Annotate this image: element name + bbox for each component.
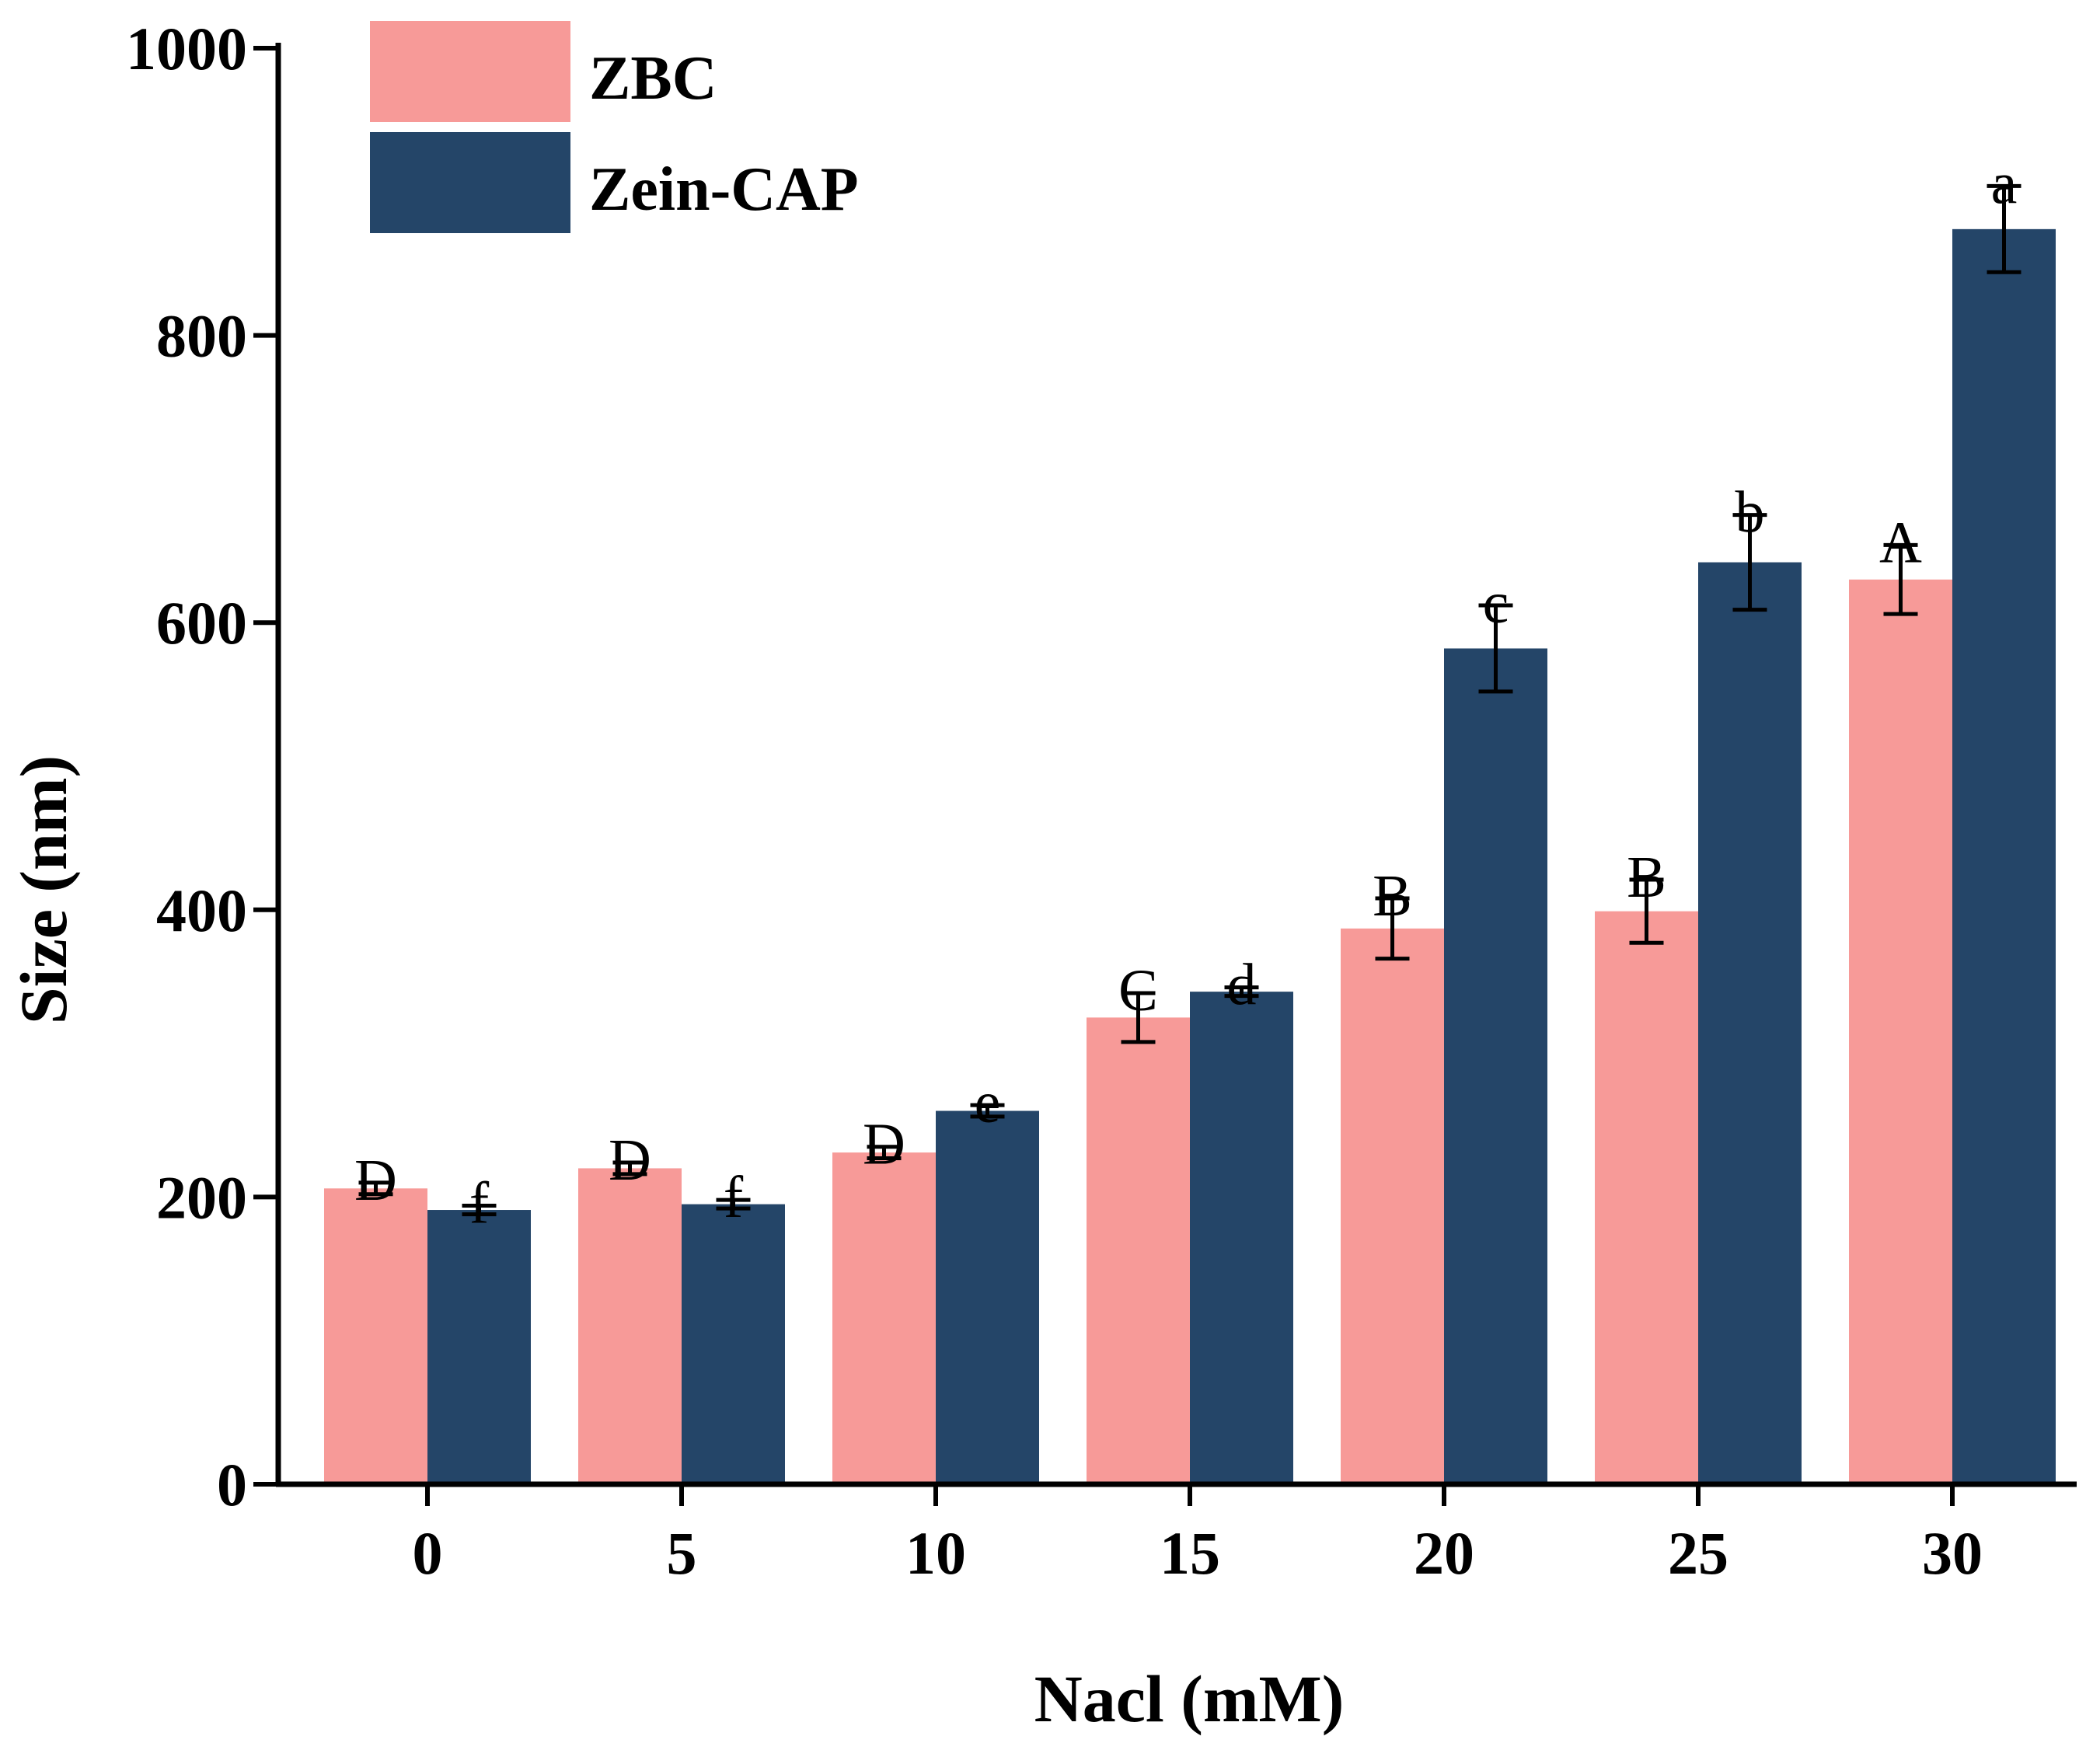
- y-tick-label: 200: [156, 1163, 247, 1231]
- legend-label: ZBC: [589, 44, 717, 113]
- bar-zbc-25: [1595, 911, 1698, 1484]
- significance-letter: d: [1227, 953, 1257, 1018]
- error-bar-1-0: [462, 1203, 497, 1217]
- error-bars-layer: [358, 183, 2021, 1217]
- legend-swatch-zbc: [370, 21, 570, 122]
- significance-letter: D: [354, 1148, 397, 1213]
- legend-swatch-zein-cap: [370, 132, 570, 233]
- bar-zbc-5: [578, 1168, 682, 1484]
- error-bar-0-6: [1883, 542, 1918, 616]
- legend-label: Zein-CAP: [589, 155, 859, 224]
- y-tick-label: 400: [156, 877, 247, 944]
- bar-zein-cap-25: [1698, 562, 1802, 1484]
- y-tick-label: 800: [156, 302, 247, 370]
- y-tick-label: 1000: [126, 15, 247, 82]
- y-tick-label: 600: [156, 589, 247, 657]
- error-bar-0-3: [1121, 991, 1156, 1044]
- significance-letter: D: [609, 1128, 651, 1193]
- significance-letter: a: [1991, 151, 2018, 216]
- x-axis-title: Nacl (mM): [1034, 1661, 1345, 1736]
- error-bar-0-2: [867, 1145, 902, 1161]
- error-bar-1-6: [1987, 183, 2021, 274]
- significance-letter: c: [1483, 570, 1509, 636]
- error-bar-1-4: [1478, 603, 1513, 694]
- error-bar-1-5: [1732, 513, 1767, 612]
- bar-zein-cap-5: [682, 1204, 785, 1484]
- bar-zein-cap-30: [1952, 228, 2056, 1484]
- bar-zein-cap-10: [936, 1110, 1039, 1484]
- bar-zbc-20: [1341, 928, 1444, 1484]
- error-bar-1-1: [716, 1197, 751, 1211]
- legend: ZBC Zein-CAP: [370, 21, 859, 233]
- significance-letter: D: [863, 1112, 905, 1177]
- error-bar-0-0: [358, 1180, 393, 1197]
- axes-layer: 0 200 400 600 800 1000 0 5 10 15 20 25 30: [126, 15, 2077, 1587]
- bar-zbc-30: [1849, 579, 1952, 1484]
- error-bar-0-4: [1375, 896, 1410, 961]
- significance-letter: B: [1373, 863, 1412, 929]
- error-bar-0-5: [1629, 877, 1664, 945]
- x-tick-label: 5: [667, 1519, 697, 1587]
- significance-letter: A: [1879, 510, 1922, 575]
- bar-zbc-0: [324, 1188, 427, 1484]
- x-tick-label: 30: [1922, 1519, 1983, 1587]
- significance-letter: f: [724, 1165, 744, 1230]
- x-tick-label: 15: [1160, 1519, 1220, 1587]
- bar-zbc-15: [1087, 1017, 1190, 1484]
- y-axis-title: Size (nm): [6, 755, 81, 1024]
- significance-letter: f: [469, 1170, 490, 1236]
- bar-zein-cap-20: [1444, 648, 1547, 1484]
- x-tick-label: 20: [1414, 1519, 1474, 1587]
- x-tick-label: 10: [905, 1519, 966, 1587]
- significance-letter: e: [975, 1070, 1001, 1135]
- significance-letter: C: [1118, 958, 1158, 1023]
- bars-layer: [324, 228, 2056, 1484]
- bar-zein-cap-0: [427, 1210, 531, 1484]
- significance-letter: b: [1735, 480, 1765, 546]
- error-bar-1-3: [1224, 985, 1259, 999]
- y-tick-label: 0: [217, 1451, 247, 1518]
- bar-zbc-10: [832, 1152, 936, 1484]
- significance-letter: B: [1627, 845, 1666, 910]
- x-tick-label: 0: [413, 1519, 443, 1587]
- error-bar-0-1: [612, 1160, 647, 1177]
- error-bar-1-2: [970, 1103, 1005, 1119]
- significance-letters-layer: D D D C B B Af f e d c b a: [354, 151, 2017, 1236]
- x-tick-label: 25: [1668, 1519, 1728, 1587]
- bar-zein-cap-15: [1190, 992, 1293, 1484]
